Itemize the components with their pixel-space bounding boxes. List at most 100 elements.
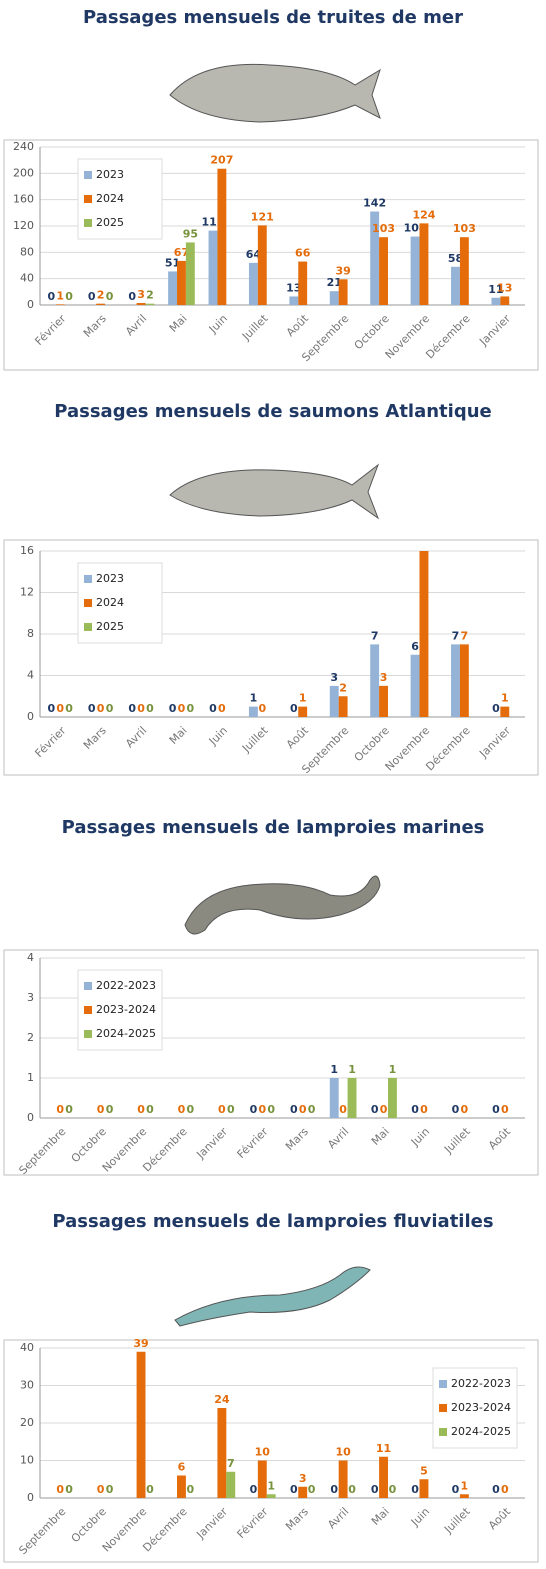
legend-swatch [84, 171, 92, 179]
value-label: 13 [286, 281, 301, 294]
value-label: 103 [453, 222, 476, 235]
y-tick-label: 0 [27, 1491, 34, 1504]
bar [370, 644, 380, 717]
value-label: 1 [461, 1479, 469, 1492]
value-label: 121 [251, 210, 274, 223]
bar [185, 242, 195, 305]
value-label: 0 [65, 1103, 73, 1116]
y-tick-label: 40 [20, 1341, 34, 1354]
legend-label: 2023-2024 [451, 1401, 511, 1414]
value-label: 0 [411, 1103, 419, 1116]
bar [338, 696, 348, 717]
bar [177, 1475, 186, 1498]
bar [208, 230, 218, 305]
value-label: 2 [339, 681, 347, 694]
value-label: 0 [389, 1483, 397, 1496]
x-tick-label: Mai [167, 724, 190, 747]
value-label: 0 [371, 1103, 379, 1116]
value-label: 13 [497, 281, 512, 294]
value-label: 0 [128, 702, 136, 715]
x-tick-label: Février [235, 1505, 271, 1541]
bar [459, 237, 469, 305]
legend-swatch [84, 219, 92, 227]
chart: Passages mensuels de truites de mer 0 40 80… [3, 7, 539, 371]
value-label: 0 [56, 1103, 64, 1116]
y-tick-label: 2 [27, 1031, 34, 1044]
value-label: 0 [452, 1483, 460, 1496]
bar [459, 1494, 469, 1498]
chart-title: Passages mensuels de saumons Atlantique [54, 401, 491, 422]
legend-label: 2023 [96, 572, 124, 585]
bar [96, 303, 106, 305]
value-label: 0 [250, 1483, 258, 1496]
value-label: 5 [420, 1464, 428, 1477]
y-tick-label: 120 [13, 219, 34, 232]
value-label: 39 [335, 264, 350, 277]
value-label: 0 [128, 290, 136, 303]
value-label: 0 [492, 1103, 500, 1116]
legend-swatch [439, 1380, 447, 1388]
chart-title: Passages mensuels de lamproies fluviatil… [52, 1211, 493, 1232]
legend-label: 2023-2024 [96, 1003, 156, 1016]
y-tick-label: 3 [27, 991, 34, 1004]
value-label: 1 [299, 692, 307, 705]
value-label: 67 [174, 246, 189, 259]
value-label: 58 [448, 252, 463, 265]
value-label: 7 [227, 1457, 235, 1470]
value-label: 0 [137, 1103, 145, 1116]
bar [410, 236, 420, 305]
value-label: 0 [227, 1103, 235, 1116]
value-label: 11 [488, 283, 503, 296]
value-label: 3 [137, 288, 145, 301]
bar [451, 266, 460, 305]
value-label: 0 [47, 702, 55, 715]
bar [387, 1078, 397, 1118]
bar [257, 225, 267, 305]
x-tick-label: Janvier [476, 724, 513, 761]
value-label: 0 [65, 1483, 73, 1496]
chart-frame [3, 949, 539, 1176]
bar [298, 706, 308, 717]
value-label: 66 [295, 247, 311, 260]
y-tick-label: 0 [27, 710, 34, 723]
value-label: 0 [106, 1103, 114, 1116]
value-label: 0 [299, 1103, 307, 1116]
bar [338, 279, 348, 305]
value-label: 0 [258, 702, 266, 715]
bar [338, 1460, 348, 1498]
bar [266, 1494, 276, 1498]
legend-swatch [84, 575, 92, 583]
x-tick-label: Juin [206, 724, 230, 748]
value-label: 0 [308, 1483, 316, 1496]
x-tick-label: Janvier [193, 1505, 230, 1542]
x-tick-label: Août [284, 312, 312, 340]
value-label: 0 [209, 702, 217, 715]
value-label: 0 [65, 290, 73, 303]
value-label: 1 [267, 1479, 275, 1492]
value-label: 0 [330, 1483, 338, 1496]
value-label: 0 [146, 702, 154, 715]
legend-label: 2022-2023 [451, 1377, 511, 1390]
x-tick-label: Mai [369, 1125, 392, 1148]
chart: Passages mensuels de lamproies marines 0 1… [3, 817, 539, 1177]
value-label: 103 [372, 222, 395, 235]
value-label: 3 [299, 1472, 307, 1485]
bar [217, 1408, 227, 1498]
value-label: 51 [165, 256, 180, 269]
x-tick-label: Août [486, 1505, 514, 1533]
chart-frame [3, 539, 539, 776]
value-label: 0 [187, 702, 195, 715]
value-label: 142 [363, 197, 386, 210]
x-tick-label: Juillet [239, 724, 271, 756]
value-label: 1 [250, 692, 258, 705]
value-label: 0 [97, 702, 105, 715]
legend-swatch [84, 982, 92, 990]
x-tick-label: Juillet [239, 312, 271, 344]
value-label: 0 [65, 702, 73, 715]
y-tick-label: 4 [27, 951, 34, 964]
y-tick-label: 40 [20, 272, 34, 285]
value-label: 0 [501, 1103, 509, 1116]
y-tick-label: 20 [20, 1416, 34, 1429]
x-tick-label: Avril [325, 1125, 351, 1151]
